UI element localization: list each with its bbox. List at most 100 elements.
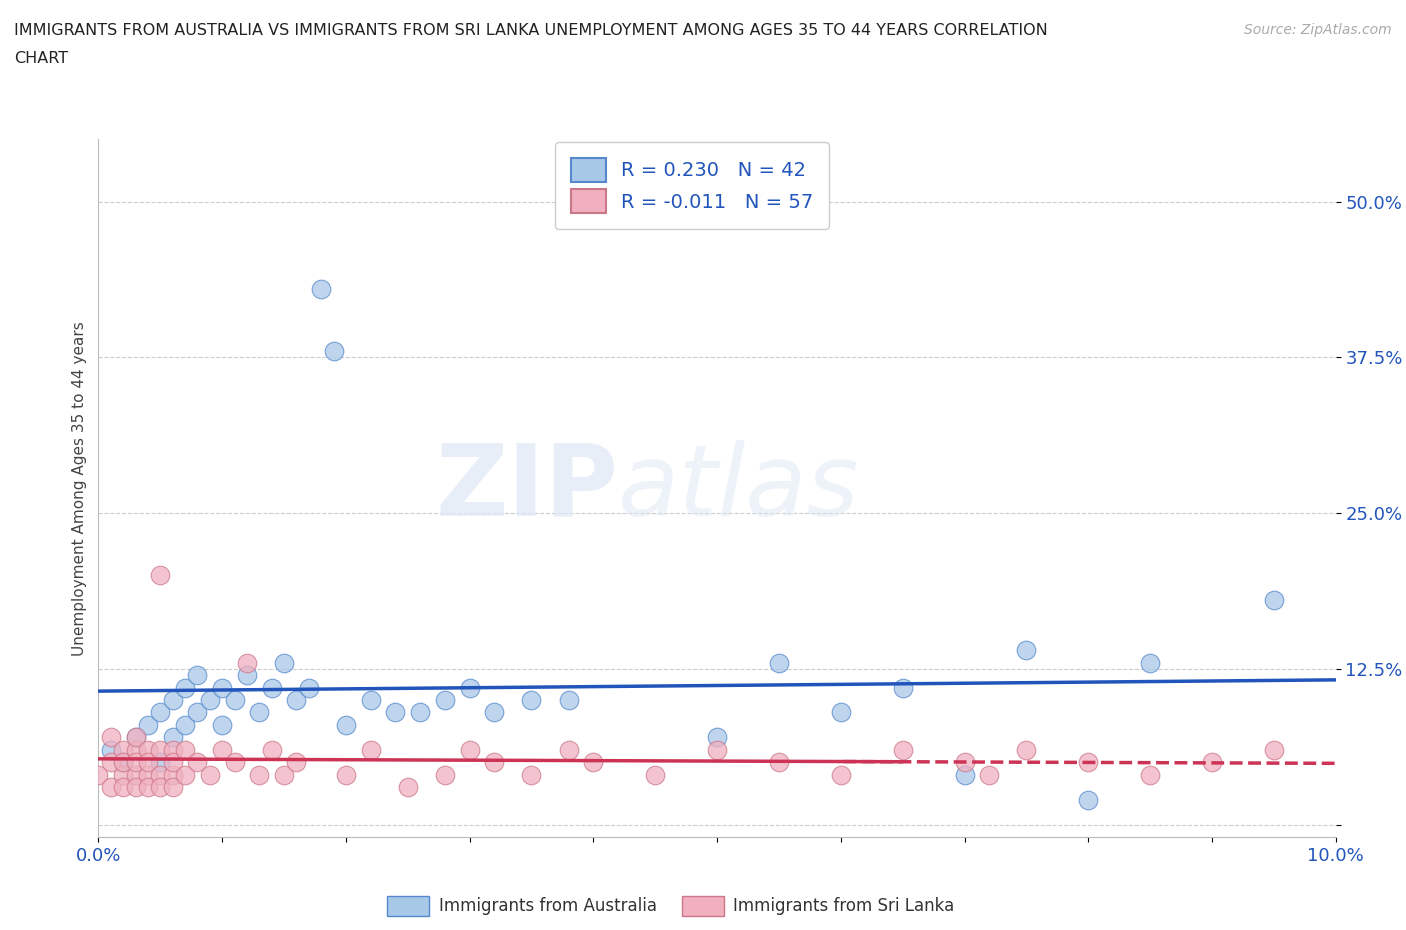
Point	[830, 767, 852, 782]
Point	[1263, 742, 1285, 757]
Point	[112, 755, 135, 770]
Point	[298, 680, 321, 695]
Point	[273, 655, 295, 670]
Point	[162, 693, 184, 708]
Point	[433, 693, 456, 708]
Point	[186, 705, 208, 720]
Point	[211, 717, 233, 732]
Point	[100, 730, 122, 745]
Point	[1139, 767, 1161, 782]
Point	[458, 680, 481, 695]
Point	[112, 755, 135, 770]
Point	[260, 680, 283, 695]
Point	[891, 742, 914, 757]
Point	[830, 705, 852, 720]
Legend: R = 0.230   N = 42, R = -0.011   N = 57: R = 0.230 N = 42, R = -0.011 N = 57	[555, 142, 830, 229]
Text: Immigrants from Sri Lanka: Immigrants from Sri Lanka	[733, 897, 953, 915]
Point	[458, 742, 481, 757]
Point	[224, 755, 246, 770]
Point	[174, 717, 197, 732]
Point	[236, 668, 259, 683]
Point	[360, 693, 382, 708]
Point	[360, 742, 382, 757]
Point	[979, 767, 1001, 782]
Point	[1015, 742, 1038, 757]
Point	[136, 767, 159, 782]
Point	[557, 693, 579, 708]
Point	[162, 742, 184, 757]
Point	[224, 693, 246, 708]
Point	[285, 755, 308, 770]
Point	[484, 705, 506, 720]
Point	[136, 742, 159, 757]
Point	[112, 742, 135, 757]
Point	[87, 767, 110, 782]
Point	[520, 767, 543, 782]
Point	[162, 779, 184, 794]
Point	[384, 705, 406, 720]
Point	[582, 755, 605, 770]
Point	[198, 767, 221, 782]
Point	[149, 767, 172, 782]
Point	[162, 730, 184, 745]
Point	[1077, 792, 1099, 807]
Point	[706, 730, 728, 745]
Point	[174, 742, 197, 757]
Point	[136, 717, 159, 732]
Point	[124, 730, 146, 745]
Text: ZIP: ZIP	[436, 440, 619, 537]
Point	[174, 767, 197, 782]
Point	[100, 742, 122, 757]
Point	[149, 568, 172, 583]
Text: CHART: CHART	[14, 51, 67, 66]
Point	[953, 755, 976, 770]
Point	[1139, 655, 1161, 670]
Point	[247, 767, 270, 782]
Point	[124, 742, 146, 757]
Point	[520, 693, 543, 708]
Point	[309, 282, 332, 297]
Point	[162, 755, 184, 770]
Point	[396, 779, 419, 794]
Point	[186, 755, 208, 770]
Text: Immigrants from Australia: Immigrants from Australia	[439, 897, 657, 915]
Y-axis label: Unemployment Among Ages 35 to 44 years: Unemployment Among Ages 35 to 44 years	[72, 321, 87, 656]
Point	[211, 680, 233, 695]
Point	[136, 779, 159, 794]
Point	[124, 755, 146, 770]
Point	[149, 779, 172, 794]
Point	[112, 779, 135, 794]
Text: Source: ZipAtlas.com: Source: ZipAtlas.com	[1244, 23, 1392, 37]
Point	[149, 755, 172, 770]
Point	[124, 730, 146, 745]
Text: atlas: atlas	[619, 440, 859, 537]
Point	[953, 767, 976, 782]
Point	[162, 767, 184, 782]
Point	[100, 779, 122, 794]
Point	[100, 755, 122, 770]
Point	[149, 742, 172, 757]
Point	[136, 755, 159, 770]
Point	[1077, 755, 1099, 770]
Point	[768, 655, 790, 670]
Point	[273, 767, 295, 782]
Text: IMMIGRANTS FROM AUSTRALIA VS IMMIGRANTS FROM SRI LANKA UNEMPLOYMENT AMONG AGES 3: IMMIGRANTS FROM AUSTRALIA VS IMMIGRANTS …	[14, 23, 1047, 38]
Point	[285, 693, 308, 708]
Point	[335, 717, 357, 732]
Point	[409, 705, 432, 720]
Point	[335, 767, 357, 782]
Point	[322, 344, 344, 359]
Point	[891, 680, 914, 695]
Point	[557, 742, 579, 757]
Point	[706, 742, 728, 757]
Point	[211, 742, 233, 757]
Point	[1201, 755, 1223, 770]
Point	[112, 767, 135, 782]
Point	[768, 755, 790, 770]
Point	[124, 767, 146, 782]
Point	[198, 693, 221, 708]
Point	[1015, 643, 1038, 658]
Point	[644, 767, 666, 782]
Point	[149, 705, 172, 720]
Point	[186, 668, 208, 683]
